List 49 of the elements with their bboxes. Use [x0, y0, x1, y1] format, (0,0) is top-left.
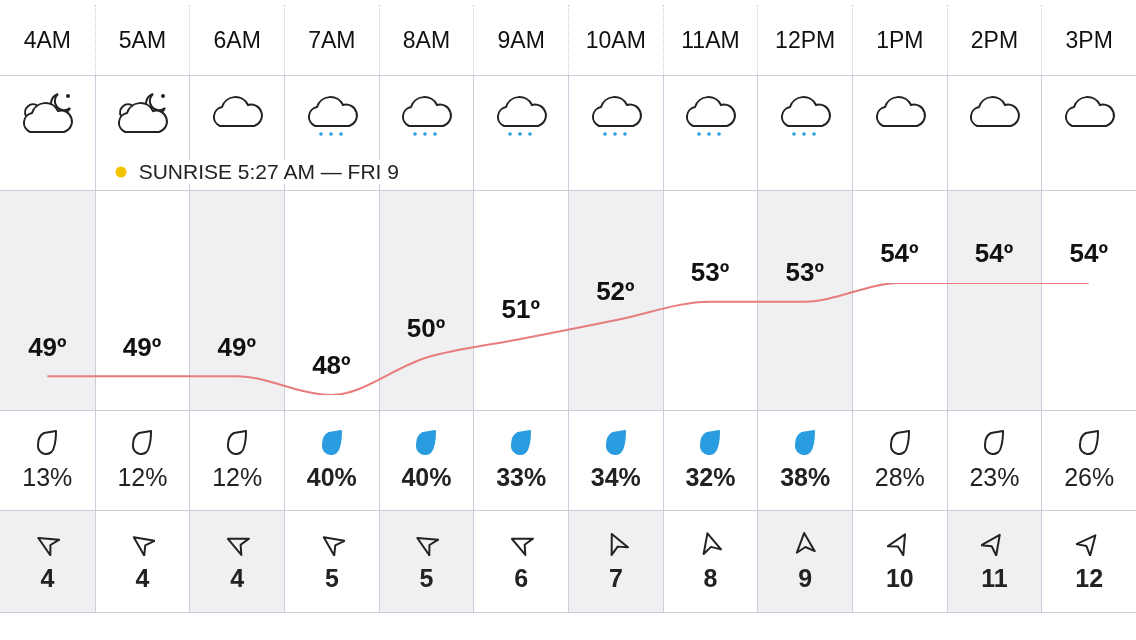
data-label: 26%	[1064, 463, 1115, 492]
data-label: 4	[135, 564, 150, 593]
x-tick-label: 2PM	[970, 26, 1019, 54]
data-label: 33%	[496, 463, 547, 492]
x-tick-label: 1PM	[876, 26, 924, 54]
data-label: 4	[40, 564, 55, 593]
x-tick-label: 11AM	[681, 26, 740, 54]
data-label: 50º	[406, 312, 446, 343]
data-label: 34%	[590, 463, 641, 492]
data-label: 12	[1075, 564, 1104, 593]
data-label: 49º	[122, 331, 162, 362]
data-label: 12%	[212, 463, 263, 492]
data-label: 54º	[880, 238, 920, 269]
data-label: 53º	[785, 256, 825, 287]
data-label: 52º	[596, 275, 636, 306]
data-label: 7	[608, 564, 623, 593]
data-label: 40%	[401, 463, 452, 492]
data-label: 49º	[28, 331, 68, 362]
data-label: 6	[514, 564, 529, 593]
text: SUNRISE 5:27 AM — FRI 9	[138, 160, 399, 184]
x-tick-label: 9AM	[497, 26, 545, 54]
data-label: 28%	[874, 463, 925, 492]
data-label: 9	[798, 564, 813, 593]
x-tick-label: 8AM	[402, 26, 451, 54]
x-tick-label: 5AM	[118, 26, 167, 54]
data-label: 38%	[780, 463, 831, 492]
data-label: 10	[885, 564, 914, 593]
data-label: 53º	[690, 256, 730, 287]
data-label: 5	[419, 564, 434, 593]
data-label: 51º	[501, 294, 541, 325]
data-label: 13%	[22, 463, 73, 492]
x-tick-label: 12PM	[775, 26, 836, 54]
data-label: 48º	[312, 350, 352, 381]
data-label: 49º	[217, 331, 257, 362]
data-label: 32%	[685, 463, 736, 492]
x-tick-label: 10AM	[585, 26, 646, 54]
data-label: 4	[230, 564, 245, 593]
x-tick-label: 6AM	[213, 26, 261, 54]
data-label: 54º	[974, 238, 1014, 269]
data-label: 11	[981, 564, 1008, 593]
x-tick-label: 3PM	[1065, 26, 1113, 54]
data-label: 5	[324, 564, 339, 593]
x-tick-label: 4AM	[23, 26, 71, 54]
data-label: 23%	[969, 463, 1020, 492]
data-label: 54º	[1069, 238, 1109, 269]
data-label: 8	[703, 564, 718, 593]
data-label: 12%	[117, 463, 168, 492]
data-label: 40%	[306, 463, 357, 492]
x-tick-label: 7AM	[308, 26, 356, 54]
